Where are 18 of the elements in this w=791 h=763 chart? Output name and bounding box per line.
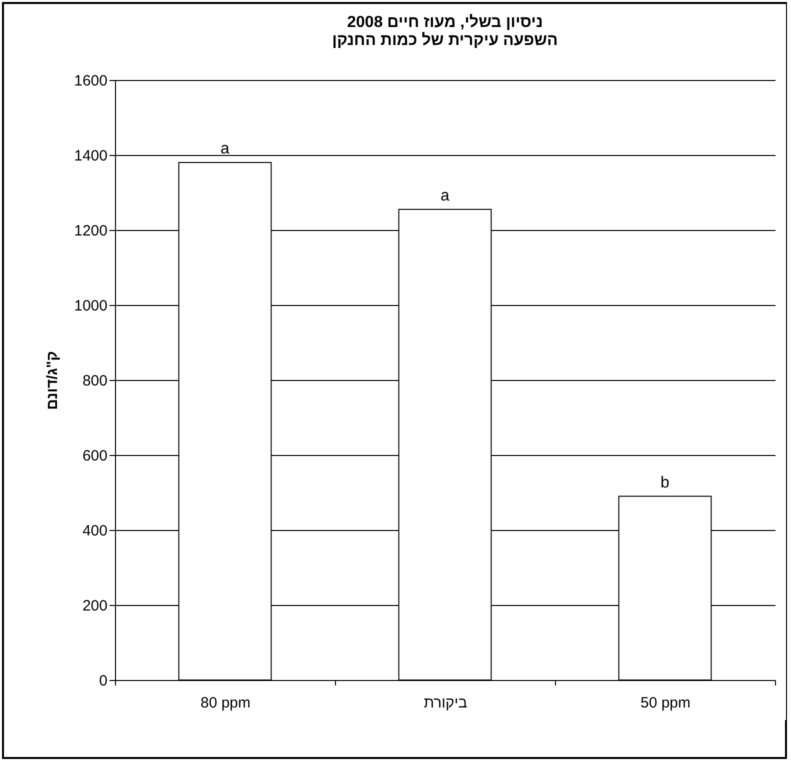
y-tick-label: 600 — [82, 448, 108, 464]
y-tick-label: 400 — [82, 522, 108, 540]
y-axis-title: ק"ג/דונם — [44, 351, 62, 410]
annotation: a — [440, 187, 450, 204]
y-tick-label: 1400 — [74, 148, 108, 164]
text: השפעה עיקרית של כמות החנקן — [332, 32, 558, 49]
y-tick-label: 1600 — [74, 72, 108, 90]
x-tick-label: ביקורת — [424, 694, 468, 712]
annotation: a — [220, 140, 230, 158]
x-tick-label: 80 ppm — [200, 694, 251, 712]
annotation: b — [660, 474, 670, 492]
x-tick-label: 50 ppm — [640, 694, 691, 712]
y-tick-label: 200 — [82, 598, 108, 614]
y-tick-label: 1200 — [74, 222, 108, 240]
y-tick-label: 1000 — [74, 298, 108, 314]
text: ניסיון בשלי, מעוז חיים 2008 — [347, 14, 543, 31]
y-tick-label: 0 — [99, 672, 108, 690]
y-tick-label: 800 — [82, 372, 108, 390]
